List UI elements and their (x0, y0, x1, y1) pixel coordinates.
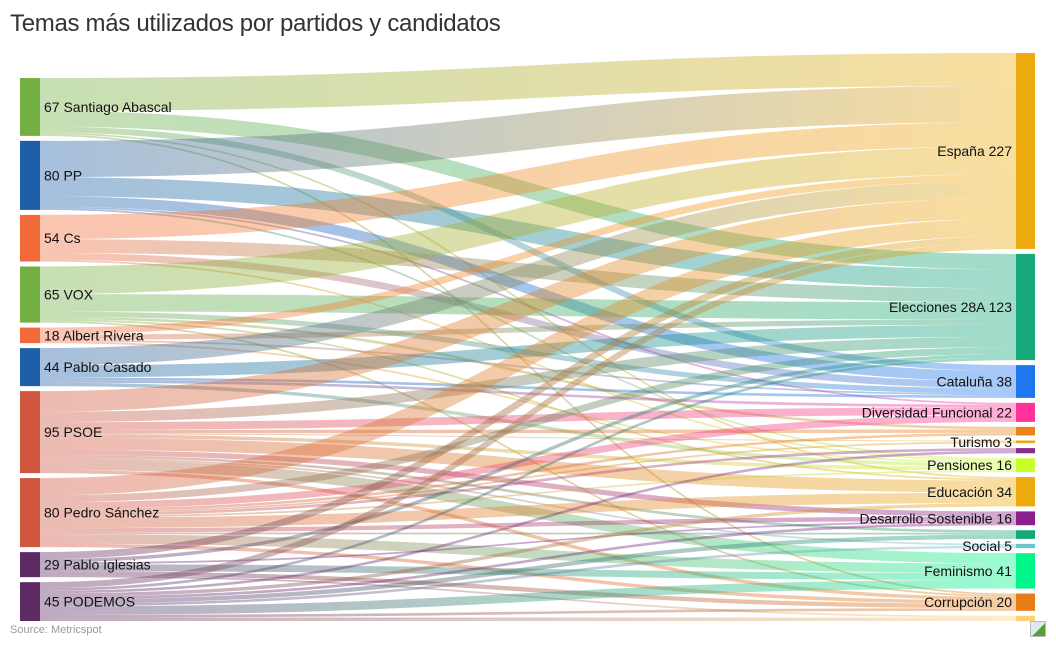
sankey-link (39, 434, 1017, 471)
target-node (1016, 426, 1035, 436)
source-node (20, 214, 40, 262)
target-node (1016, 365, 1035, 398)
target-node-label: Diversidad Funcional 22 (862, 404, 1012, 420)
source-node (20, 266, 40, 323)
sankey-link (39, 146, 1017, 295)
source-node-label: 18 Albert Rivera (44, 327, 144, 343)
target-node-label: Pensiones 16 (927, 457, 1012, 473)
source-node-label: 95 PSOE (44, 424, 102, 440)
sankey-link (39, 347, 1017, 503)
source-node (20, 478, 40, 548)
target-node-label: Cataluña 38 (936, 373, 1012, 389)
sankey-link (39, 122, 1017, 240)
source-note: Source: Metricspot (10, 624, 102, 636)
target-node-label: Educación 34 (927, 484, 1012, 500)
sankey-link (39, 502, 1017, 597)
sankey-link (39, 242, 1017, 589)
sankey-link (39, 470, 1017, 518)
sankey-link (39, 357, 1017, 591)
target-node (1016, 477, 1035, 507)
sankey-link (39, 414, 1017, 510)
sankey-link (39, 520, 1017, 565)
source-node-label: 80 PP (44, 167, 82, 183)
sankey-link (39, 492, 1017, 529)
target-node-label: España 227 (937, 143, 1012, 159)
target-node (1016, 402, 1035, 422)
target-node-label: Social 5 (962, 538, 1012, 554)
sankey-link (39, 198, 1017, 412)
target-node (1016, 458, 1035, 473)
target-node (1016, 553, 1035, 589)
sankey-link (39, 354, 1017, 563)
target-node-label: Elecciones 28A 123 (889, 299, 1012, 315)
sankey-link (39, 450, 1017, 594)
target-node (1016, 448, 1035, 454)
source-node-label: 45 PODEMOS (44, 594, 135, 610)
source-node (20, 552, 40, 578)
sankey-link (39, 534, 1017, 604)
target-node-label: Desarrollo Sostenible 16 (859, 510, 1012, 526)
sankey-link (39, 608, 1017, 618)
target-node (1016, 543, 1035, 549)
sankey-link (39, 319, 1017, 340)
sankey-link (39, 218, 1017, 496)
target-node-label: Turismo 3 (950, 434, 1012, 450)
broken-image-icon (1030, 621, 1046, 637)
sankey-link (39, 173, 1017, 335)
sankey-link (39, 85, 1017, 178)
source-node-label: 29 Pablo Iglesias (44, 557, 151, 573)
source-node (20, 582, 40, 621)
target-node (1016, 615, 1035, 621)
target-node (1016, 593, 1035, 611)
sankey-link (39, 432, 1017, 512)
target-node (1016, 511, 1035, 526)
sankey-link (39, 545, 1017, 607)
nodes-layer (20, 53, 1035, 621)
target-node (1016, 440, 1035, 444)
source-node-label: 44 Pablo Casado (44, 359, 152, 375)
sankey-link (39, 441, 1017, 514)
source-node (20, 140, 40, 210)
sankey-link (39, 579, 1017, 615)
source-node-label: 65 VOX (44, 287, 94, 303)
source-node (20, 327, 40, 344)
sankey-link (39, 522, 1017, 600)
sankey-link (39, 433, 1017, 442)
target-node-label: Feminismo 41 (924, 563, 1012, 579)
target-node (1016, 53, 1035, 249)
sankey-link (39, 516, 1017, 533)
source-node (20, 391, 40, 474)
sankey-link (39, 180, 1017, 366)
source-node (20, 348, 40, 387)
source-node-label: 80 Pedro Sánchez (44, 505, 159, 521)
labels-layer: 67 Santiago Abascal 80 PP 54 Cs 65 VOX 18 Al… (44, 99, 1012, 610)
target-node (1016, 253, 1035, 361)
source-node (20, 78, 40, 136)
sankey-link (39, 336, 1017, 423)
target-node (1016, 530, 1035, 539)
links-layer (39, 53, 1017, 622)
chart-title: Temas más utilizados por partidos y cand… (10, 10, 501, 37)
source-node-label: 54 Cs (44, 230, 81, 246)
sankey-link (39, 448, 1017, 517)
sankey-link (39, 236, 1017, 560)
sankey-link (39, 53, 1017, 111)
target-node-label: Corrupción 20 (924, 594, 1012, 610)
source-node-label: 67 Santiago Abascal (44, 99, 172, 115)
